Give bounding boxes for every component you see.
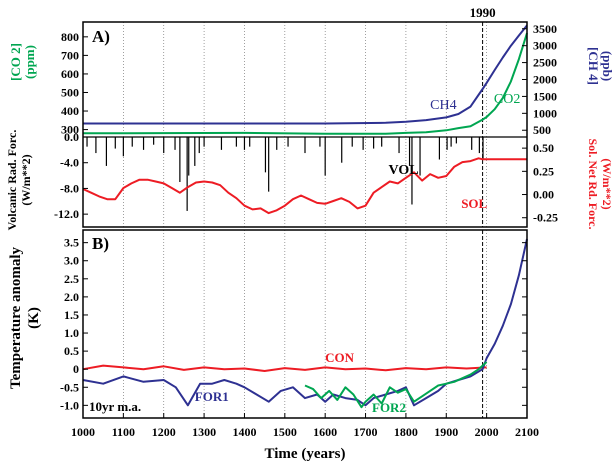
temp-axis-tick-label: -1.0 (60, 398, 79, 412)
ch4-axis-tick-label: 3000 (533, 39, 557, 53)
vol-annotation: VOL (389, 163, 419, 178)
co2-axis-label: [CO 2] (8, 43, 23, 81)
temp-axis-tick-label: 3.5 (64, 236, 79, 250)
x-axis-tick-label: 1900 (434, 425, 458, 439)
sol-axis-tick-label: 0.25 (533, 164, 554, 178)
co2-axis-tick-label: 500 (61, 85, 79, 99)
temp-axis-tick-label: 1.0 (64, 326, 79, 340)
temp-axis-tick-label: 1.5 (64, 308, 79, 322)
panel-a-frame (82, 21, 528, 228)
co2-axis-tick-label: 600 (61, 67, 79, 81)
co2-axis-tick-label: 800 (61, 30, 79, 44)
series-line-for1 (82, 238, 528, 407)
vol-axis-tick-label: -4.0 (60, 156, 79, 170)
for1-label: FOR1 (195, 389, 229, 404)
vol-axis-tick-label: -12.0 (54, 207, 79, 221)
temp-axis-tick-label: 0.5 (64, 344, 79, 358)
series-line-co2 (82, 32, 528, 135)
x-axis-tick-label: 2000 (475, 425, 499, 439)
x-axis-tick-label: 1200 (152, 425, 176, 439)
temp-axis-tick-label: -0.5 (60, 380, 79, 394)
temp-axis-unit: (K) (26, 307, 42, 329)
sol-annotation: SOL (461, 196, 487, 211)
panel-b-label: B) (92, 234, 109, 253)
smoothing-note: 10yr m.a. (89, 399, 141, 414)
x-axis-title: Time (years) (265, 446, 346, 462)
co2-axis-tick-label: 400 (61, 104, 79, 118)
text-layer: 800 700 600 500 400 300 3500 3000 2500 2000 1500 10… (5, 5, 615, 462)
ch4-axis-tick-label: 1000 (533, 106, 557, 120)
series-line-for2 (304, 361, 488, 409)
x-axis-tick-label: 1000 (71, 425, 95, 439)
x-axis-tick-label: 2100 (515, 425, 539, 439)
panel-a-label: A) (92, 27, 110, 46)
co2-annotation: CO2 (494, 92, 520, 107)
co2-axis-tick-label: 700 (61, 48, 79, 62)
sol-axis-tick-label: 0.00 (533, 188, 554, 202)
x-axis-tick-label: 1700 (354, 425, 378, 439)
ch4-axis-tick-label: 500 (533, 123, 551, 137)
ch4-axis-tick-label: 3500 (533, 22, 557, 36)
temp-axis-tick-label: 2.5 (64, 272, 79, 286)
ch4-axis-tick-label: 2000 (533, 73, 557, 87)
co2-axis-tick-label: 300 (61, 123, 79, 137)
x-axis-tick-label: 1500 (273, 425, 297, 439)
series-line-con (82, 364, 487, 372)
ch4-axis-tick-label: 1500 (533, 89, 557, 103)
ch4-annotation: CH4 (430, 98, 456, 113)
series-line-ch4 (83, 24, 528, 125)
x-axis-tick-label: 1300 (192, 425, 216, 439)
x-axis-tick-label: 1600 (313, 425, 337, 439)
sol-axis-tick-label: 0.50 (533, 141, 554, 155)
temp-axis-label: Temperature anomaly (8, 246, 24, 389)
ch4-axis-tick-label: 2500 (533, 56, 557, 70)
sol-axis-tick-label: -0.25 (533, 211, 558, 225)
panel-b-frame (82, 229, 528, 419)
ch4-axis-unit: (ppb) (600, 51, 615, 81)
x-axis-tick-label: 1400 (232, 425, 256, 439)
sol-axis-unit: (W/m**2) (600, 158, 614, 209)
series-layer (82, 24, 528, 409)
frames-layer (82, 21, 528, 419)
for2-label: FOR2 (372, 400, 406, 415)
temp-axis-tick-label: 3.0 (64, 254, 79, 268)
vol-axis-label: Volcanic Rad. Forc. (5, 130, 19, 231)
co2-axis-unit: (ppm) (22, 45, 37, 79)
x-axis-tick-label: 1800 (394, 425, 418, 439)
sol-axis-label: Sol. Net Rd. Forc. (586, 138, 600, 229)
x-axis-tick-label: 1100 (112, 425, 135, 439)
ch4-axis-label: [CH 4] (586, 47, 601, 85)
series-line-sol (82, 157, 527, 215)
temp-axis-tick-label: 2.0 (64, 290, 79, 304)
con-label: CON (325, 350, 355, 365)
grid-layer (123, 22, 487, 418)
vol-axis-tick-label: 0.0 (64, 130, 79, 144)
temp-axis-tick-label: 0 (73, 362, 79, 376)
vol-axis-tick-label: -8.0 (60, 181, 79, 195)
vol-axis-unit: (W/m**2) (19, 154, 33, 205)
marker-year-label: 1990 (470, 5, 496, 20)
